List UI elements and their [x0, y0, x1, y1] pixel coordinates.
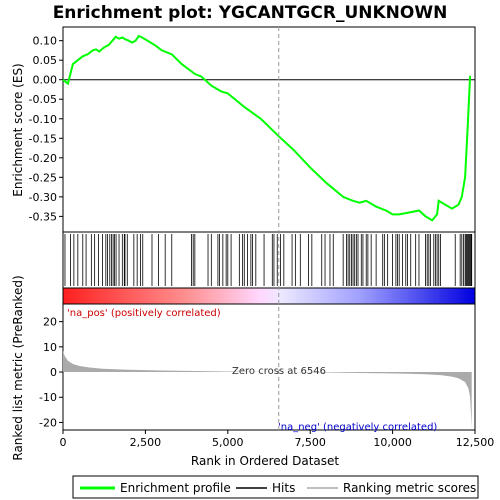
metric-y-tick-label: 0: [50, 366, 57, 379]
negative-correlation-label: 'na_neg' (negatively correlated): [278, 422, 437, 433]
es-y-axis-ticks: 0.10 0.05 0.00 -0.05 -0.10 -0.15 -0.20 -0.25 -0.…: [29, 35, 63, 223]
chart-title: Enrichment plot: YGCANTGCR_UNKNOWN: [53, 3, 448, 23]
metric-y-tick-label: 10: [43, 341, 57, 354]
x-tick-label: 12,500: [456, 436, 495, 449]
x-tick-label: 5,000: [212, 436, 244, 449]
metric-plot-frame: [62, 303, 476, 431]
enrichment-profile-line: [62, 34, 472, 222]
x-tick-label: 2,500: [130, 436, 162, 449]
es-plot-frame: [62, 26, 476, 233]
metric-y-tick-label: 20: [43, 316, 57, 329]
legend-entry-hits: Hits: [272, 481, 295, 495]
legend: Enrichment profile Hits Ranking metric s…: [72, 475, 479, 499]
es-y-tick-label: 0.05: [33, 54, 58, 67]
es-y-tick-label: 0.10: [33, 35, 58, 48]
es-y-tick-label: -0.05: [29, 93, 57, 106]
positive-correlation-label: 'na_pos' (positively correlated): [67, 308, 221, 319]
es-y-tick-label: -0.35: [29, 210, 57, 223]
legend-box: [72, 475, 479, 499]
hits-panel: [62, 231, 476, 289]
ranked-metric-panel: 20 10 0 -10 -20 0 2,500 5,000 7,500 10,000 12,500…: [11, 27, 494, 468]
zero-cross-label: Zero cross at 6546: [232, 366, 326, 377]
enrichment-score-panel: 0.10 0.05 0.00 -0.05 -0.10 -0.15 -0.20 -0.25 -0.…: [11, 26, 476, 233]
es-y-tick-label: -0.15: [29, 132, 57, 145]
legend-entry-ranking-metric-scores: Ranking metric scores: [343, 481, 476, 495]
es-y-tick-label: -0.25: [29, 171, 57, 184]
hit-markers: [64, 234, 473, 286]
es-y-tick-label: -0.20: [29, 152, 57, 165]
metric-y-axis-ticks: 20 10 0 -10 -20: [39, 316, 63, 429]
x-axis-label: Rank in Ordered Dataset: [191, 454, 339, 468]
legend-entry-enrichment-profile: Enrichment profile: [120, 481, 231, 495]
metric-y-tick-label: -20: [39, 416, 57, 429]
es-y-tick-label: 0.00: [33, 74, 58, 87]
metric-y-axis-label: Ranked list metric (PreRanked): [11, 275, 25, 460]
x-axis-ticks: 0 2,500 5,000 7,500 10,000 12,500: [60, 430, 495, 449]
metric-y-tick-label: -10: [39, 391, 57, 404]
ranked-list-color-bar: [62, 287, 476, 305]
x-tick-label: 0: [60, 436, 67, 449]
x-tick-label: 10,000: [373, 436, 412, 449]
es-y-axis-label: Enrichment score (ES): [11, 63, 25, 196]
es-y-tick-label: -0.30: [29, 191, 57, 204]
es-y-tick-label: -0.10: [29, 113, 57, 126]
hits-frame: [62, 231, 476, 289]
x-tick-label: 7,500: [294, 436, 326, 449]
